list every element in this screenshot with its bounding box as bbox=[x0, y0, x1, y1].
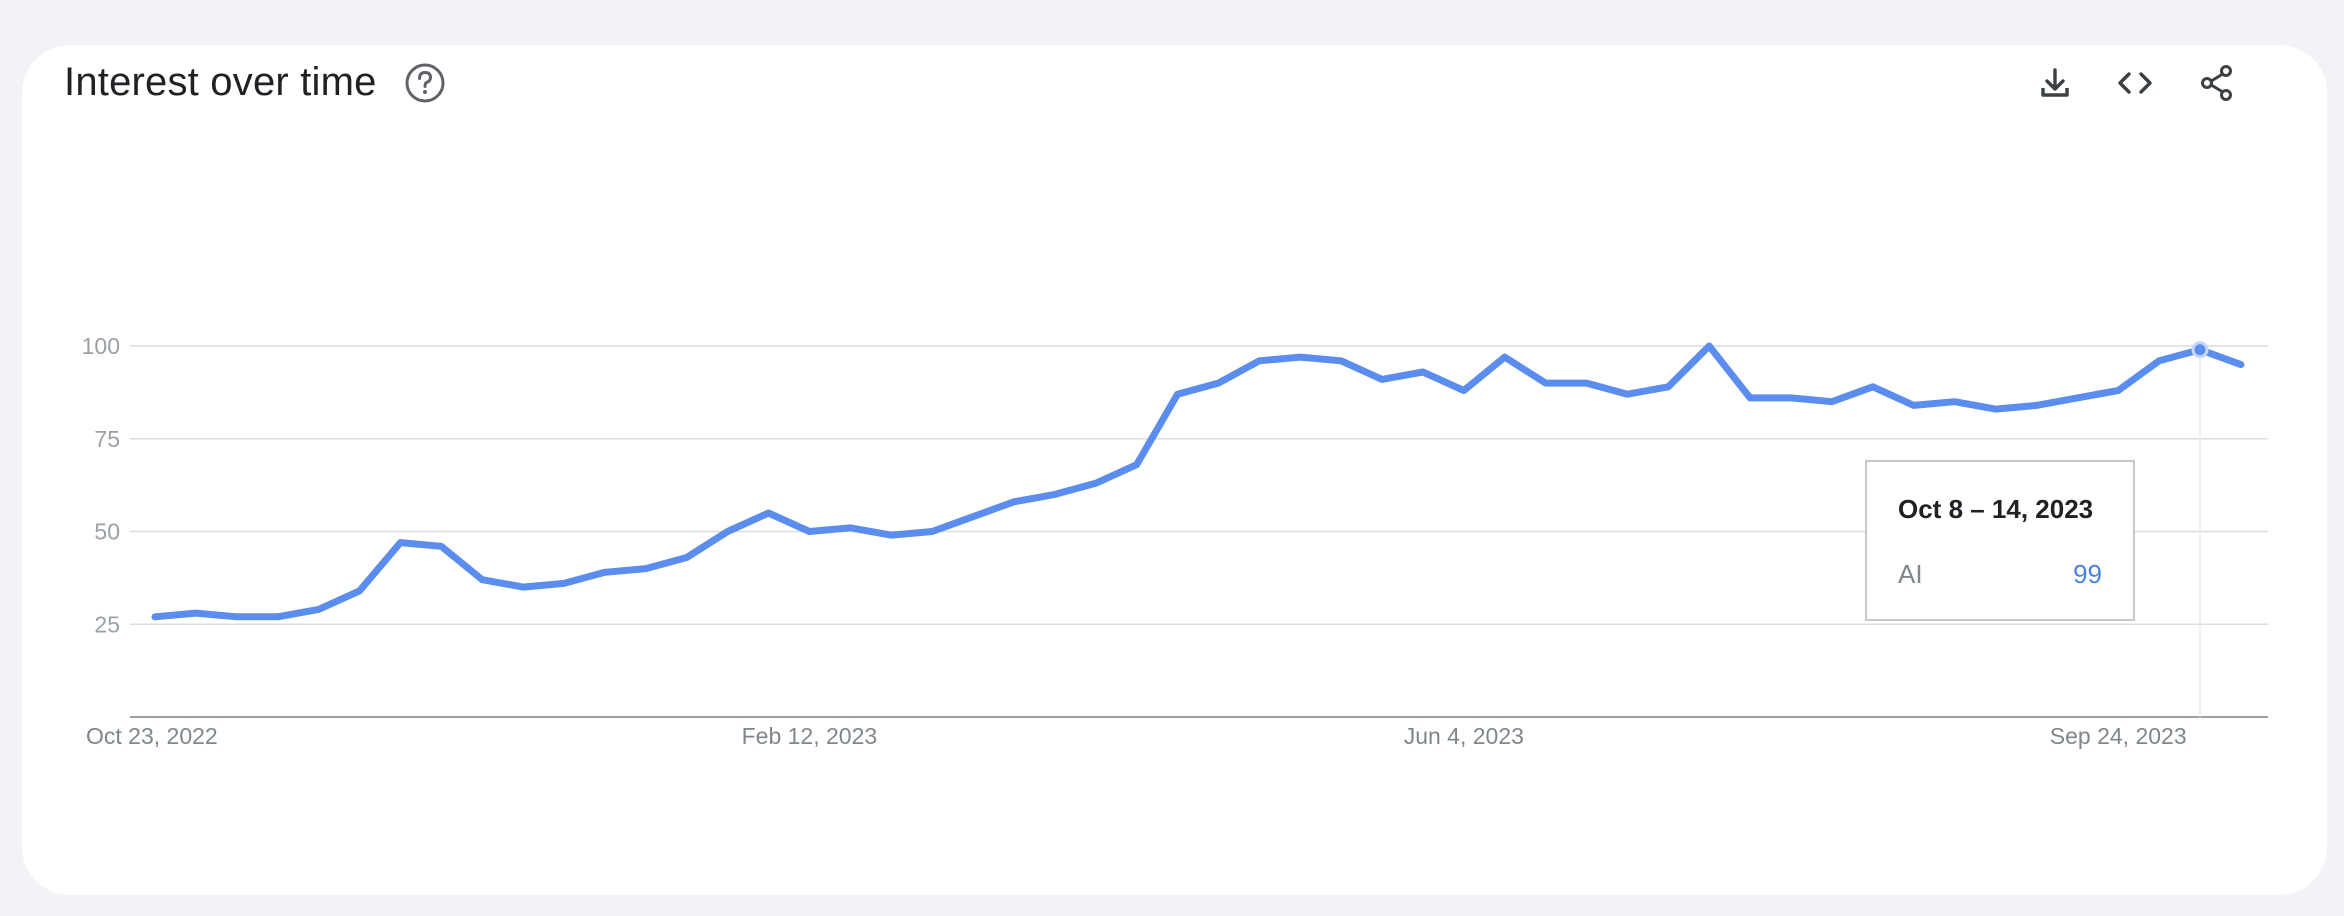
download-icon[interactable] bbox=[2034, 62, 2076, 104]
y-tick-label: 25 bbox=[94, 611, 120, 637]
y-tick-label: 75 bbox=[94, 426, 120, 452]
x-tick-label: Feb 12, 2023 bbox=[742, 723, 878, 749]
series-line-ai[interactable] bbox=[151, 342, 2245, 621]
y-axis-ticks: 25 50 75 100 bbox=[82, 333, 120, 637]
x-tick-label: Sep 24, 2023 bbox=[2050, 723, 2187, 749]
tooltip-value: 99 bbox=[2073, 559, 2102, 589]
y-tick-label: 100 bbox=[82, 333, 120, 359]
data-tooltip: Oct 8 – 14, 2023 AI 99 bbox=[1865, 460, 2135, 621]
tooltip-term: AI bbox=[1898, 559, 1923, 589]
tooltip-date: Oct 8 – 14, 2023 bbox=[1898, 494, 2094, 524]
x-tick-label: Oct 23, 2022 bbox=[86, 723, 218, 749]
gridlines bbox=[130, 345, 2268, 718]
share-icon[interactable] bbox=[2196, 62, 2238, 104]
x-tick-label: Jun 4, 2023 bbox=[1404, 723, 1524, 749]
x-axis-ticks: Oct 23, 2022 Feb 12, 2023 Jun 4, 2023 Sep 2… bbox=[86, 723, 2187, 749]
help-circle-icon[interactable] bbox=[404, 62, 446, 104]
embed-code-icon[interactable] bbox=[2114, 62, 2156, 104]
highlighted-data-point[interactable] bbox=[2191, 341, 2209, 359]
chart-title: Interest over time bbox=[64, 60, 377, 104]
y-tick-label: 50 bbox=[94, 519, 120, 545]
